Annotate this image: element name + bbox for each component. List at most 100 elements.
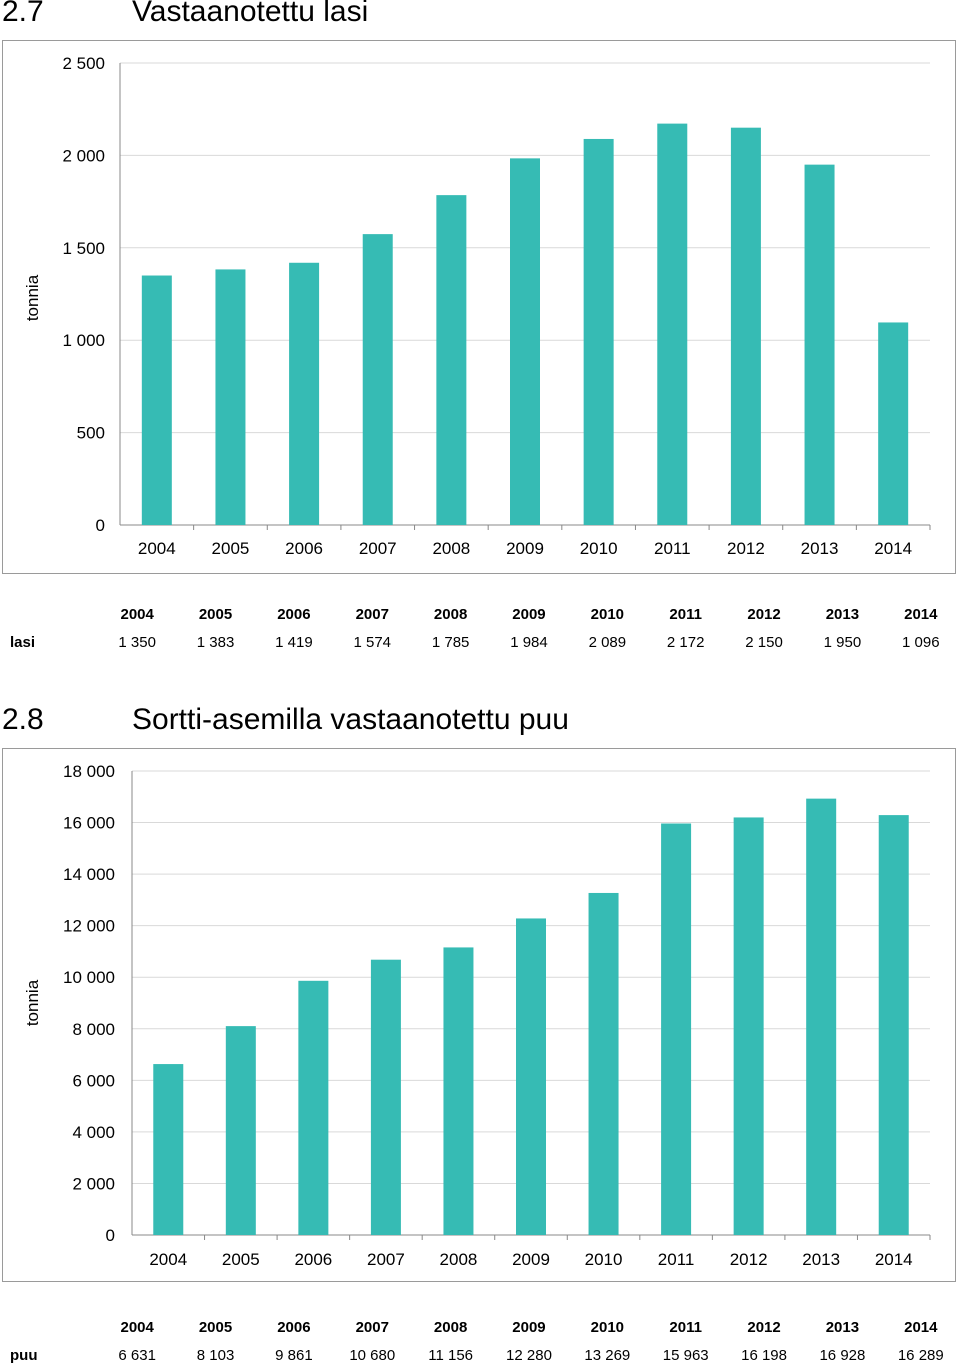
y-tick-label: 8 000 xyxy=(72,1020,115,1039)
bar xyxy=(730,127,761,526)
table-cell: 2 172 xyxy=(666,633,705,651)
table-year-header: 2004 xyxy=(120,1318,154,1336)
table-year-header: 2014 xyxy=(904,1318,938,1336)
chart-title: Sortti-asemilla vastaanotettu puu xyxy=(132,703,569,736)
bar xyxy=(806,798,837,1235)
table-corner xyxy=(0,1313,98,1341)
bar xyxy=(141,275,172,525)
bar xyxy=(289,262,320,525)
table-year-header: 2013 xyxy=(825,605,860,623)
x-tick-label: 2006 xyxy=(294,1250,332,1269)
y-tick-label: 0 xyxy=(96,516,105,535)
table-year-header: 2012 xyxy=(747,1318,781,1336)
bar xyxy=(443,947,474,1235)
y-tick-label: 2 000 xyxy=(62,146,105,165)
y-tick-label: 2 500 xyxy=(62,54,105,73)
table-cell: 1 419 xyxy=(275,633,313,651)
x-tick-label: 2010 xyxy=(580,539,618,558)
x-tick-label: 2014 xyxy=(874,539,912,558)
data-table-glass: 2004 2005 2006 2007 2008 2009 2010 2011 2012 2013… xyxy=(0,600,960,656)
chart-glass: 0 500 1 000 1 500 2 000 2 500 2004 2005 2006 2007… xyxy=(23,54,931,558)
table-cell: 1 096 xyxy=(902,633,940,651)
table-row-label: lasi xyxy=(10,633,36,651)
table-year-header: 2007 xyxy=(355,1318,389,1336)
y-tick-label: 2 000 xyxy=(72,1174,115,1193)
table-year-header: 2006 xyxy=(277,605,311,623)
x-tick-label: 2004 xyxy=(149,1250,187,1269)
x-tick-label: 2012 xyxy=(727,539,765,558)
bar xyxy=(153,1064,184,1235)
y-axis-title: tonnia xyxy=(23,274,42,321)
y-tick-label: 500 xyxy=(77,424,105,443)
x-tick-label: 2007 xyxy=(367,1250,405,1269)
x-tick-label: 2005 xyxy=(222,1250,260,1269)
table-row: puu 6 631 8 103 9 861 10 680 11 156 12 280 13 2… xyxy=(0,1341,960,1369)
y-tick-label: 1 500 xyxy=(62,239,105,258)
data-table-wood: 2004 2005 2006 2007 2008 2009 2010 2011 2012 2013… xyxy=(0,1313,960,1369)
table-cell: 13 269 xyxy=(584,1346,631,1364)
y-tick-label: 12 000 xyxy=(63,917,115,936)
bar xyxy=(516,918,546,1235)
table-cell: 6 631 xyxy=(118,1346,156,1364)
table-cell: 16 289 xyxy=(897,1346,944,1364)
x-tick-label: 2007 xyxy=(359,539,397,558)
table-cell: 16 198 xyxy=(741,1346,787,1364)
y-tick-label: 18 000 xyxy=(63,762,115,781)
x-tick-label: 2004 xyxy=(138,539,176,558)
table-cell: 1 984 xyxy=(510,633,548,651)
table-year-header: 2011 xyxy=(669,1318,702,1336)
x-tick-label: 2008 xyxy=(432,539,470,558)
table-year-header: 2007 xyxy=(355,605,389,623)
bar xyxy=(436,195,467,525)
x-tick-label: 2014 xyxy=(875,1250,913,1269)
chart-number: 2.8 xyxy=(2,703,44,736)
table-year-header: 2014 xyxy=(904,605,938,623)
bar xyxy=(215,269,246,525)
x-tick-label: 2013 xyxy=(802,1250,840,1269)
y-axis-title: tonnia xyxy=(23,979,42,1026)
bar xyxy=(583,138,614,525)
table-cell: 1 574 xyxy=(353,633,392,651)
y-tick-label: 1 000 xyxy=(62,331,105,350)
table-year-header: 2009 xyxy=(512,605,546,623)
x-tick-label: 2011 xyxy=(658,1250,695,1269)
table-cell: 9 861 xyxy=(275,1346,313,1364)
y-tick-label: 6 000 xyxy=(72,1071,115,1090)
bar xyxy=(298,980,329,1235)
table-cell: 15 963 xyxy=(662,1346,709,1364)
table-cell: 2 150 xyxy=(745,633,783,651)
x-tick-label: 2005 xyxy=(212,539,250,558)
chart-wood: 0 2 000 4 000 6 000 8 000 10 000 12 000 14 000 1… xyxy=(23,762,931,1269)
table-row-label: puu xyxy=(10,1346,38,1364)
table-year-header: 2005 xyxy=(198,1318,233,1336)
table-year-header: 2010 xyxy=(590,605,625,623)
table-cell: 1 383 xyxy=(196,633,235,651)
bar xyxy=(510,158,540,525)
y-tick-label: 4 000 xyxy=(72,1123,115,1142)
table-cell: 1 785 xyxy=(431,633,470,651)
table-header-row: 2004 2005 2006 2007 2008 2009 2010 2011 2012 2013… xyxy=(0,600,960,628)
table-year-header: 2008 xyxy=(433,605,468,623)
bar xyxy=(362,234,393,525)
table-year-header: 2012 xyxy=(747,605,781,623)
bar xyxy=(878,815,909,1235)
chart-frame xyxy=(2,748,956,1282)
x-tick-label: 2013 xyxy=(801,539,839,558)
x-tick-label: 2008 xyxy=(440,1250,478,1269)
table-year-header: 2004 xyxy=(120,605,154,623)
table-cell: 12 280 xyxy=(506,1346,552,1364)
table-year-header: 2009 xyxy=(512,1318,546,1336)
y-tick-label: 16 000 xyxy=(63,814,115,833)
x-tick-label: 2009 xyxy=(506,539,544,558)
table-cell: 2 089 xyxy=(588,633,627,651)
bar xyxy=(370,959,401,1235)
x-tick-label: 2011 xyxy=(654,539,691,558)
bar xyxy=(588,892,619,1235)
x-tick-label: 2010 xyxy=(585,1250,623,1269)
x-tick-label: 2012 xyxy=(730,1250,768,1269)
table-year-header: 2013 xyxy=(825,1318,860,1336)
table-cell: 10 680 xyxy=(349,1346,396,1364)
bar xyxy=(225,1026,256,1235)
table-year-header: 2006 xyxy=(277,1318,311,1336)
chart-title: Vastaanotettu lasi xyxy=(132,0,369,28)
